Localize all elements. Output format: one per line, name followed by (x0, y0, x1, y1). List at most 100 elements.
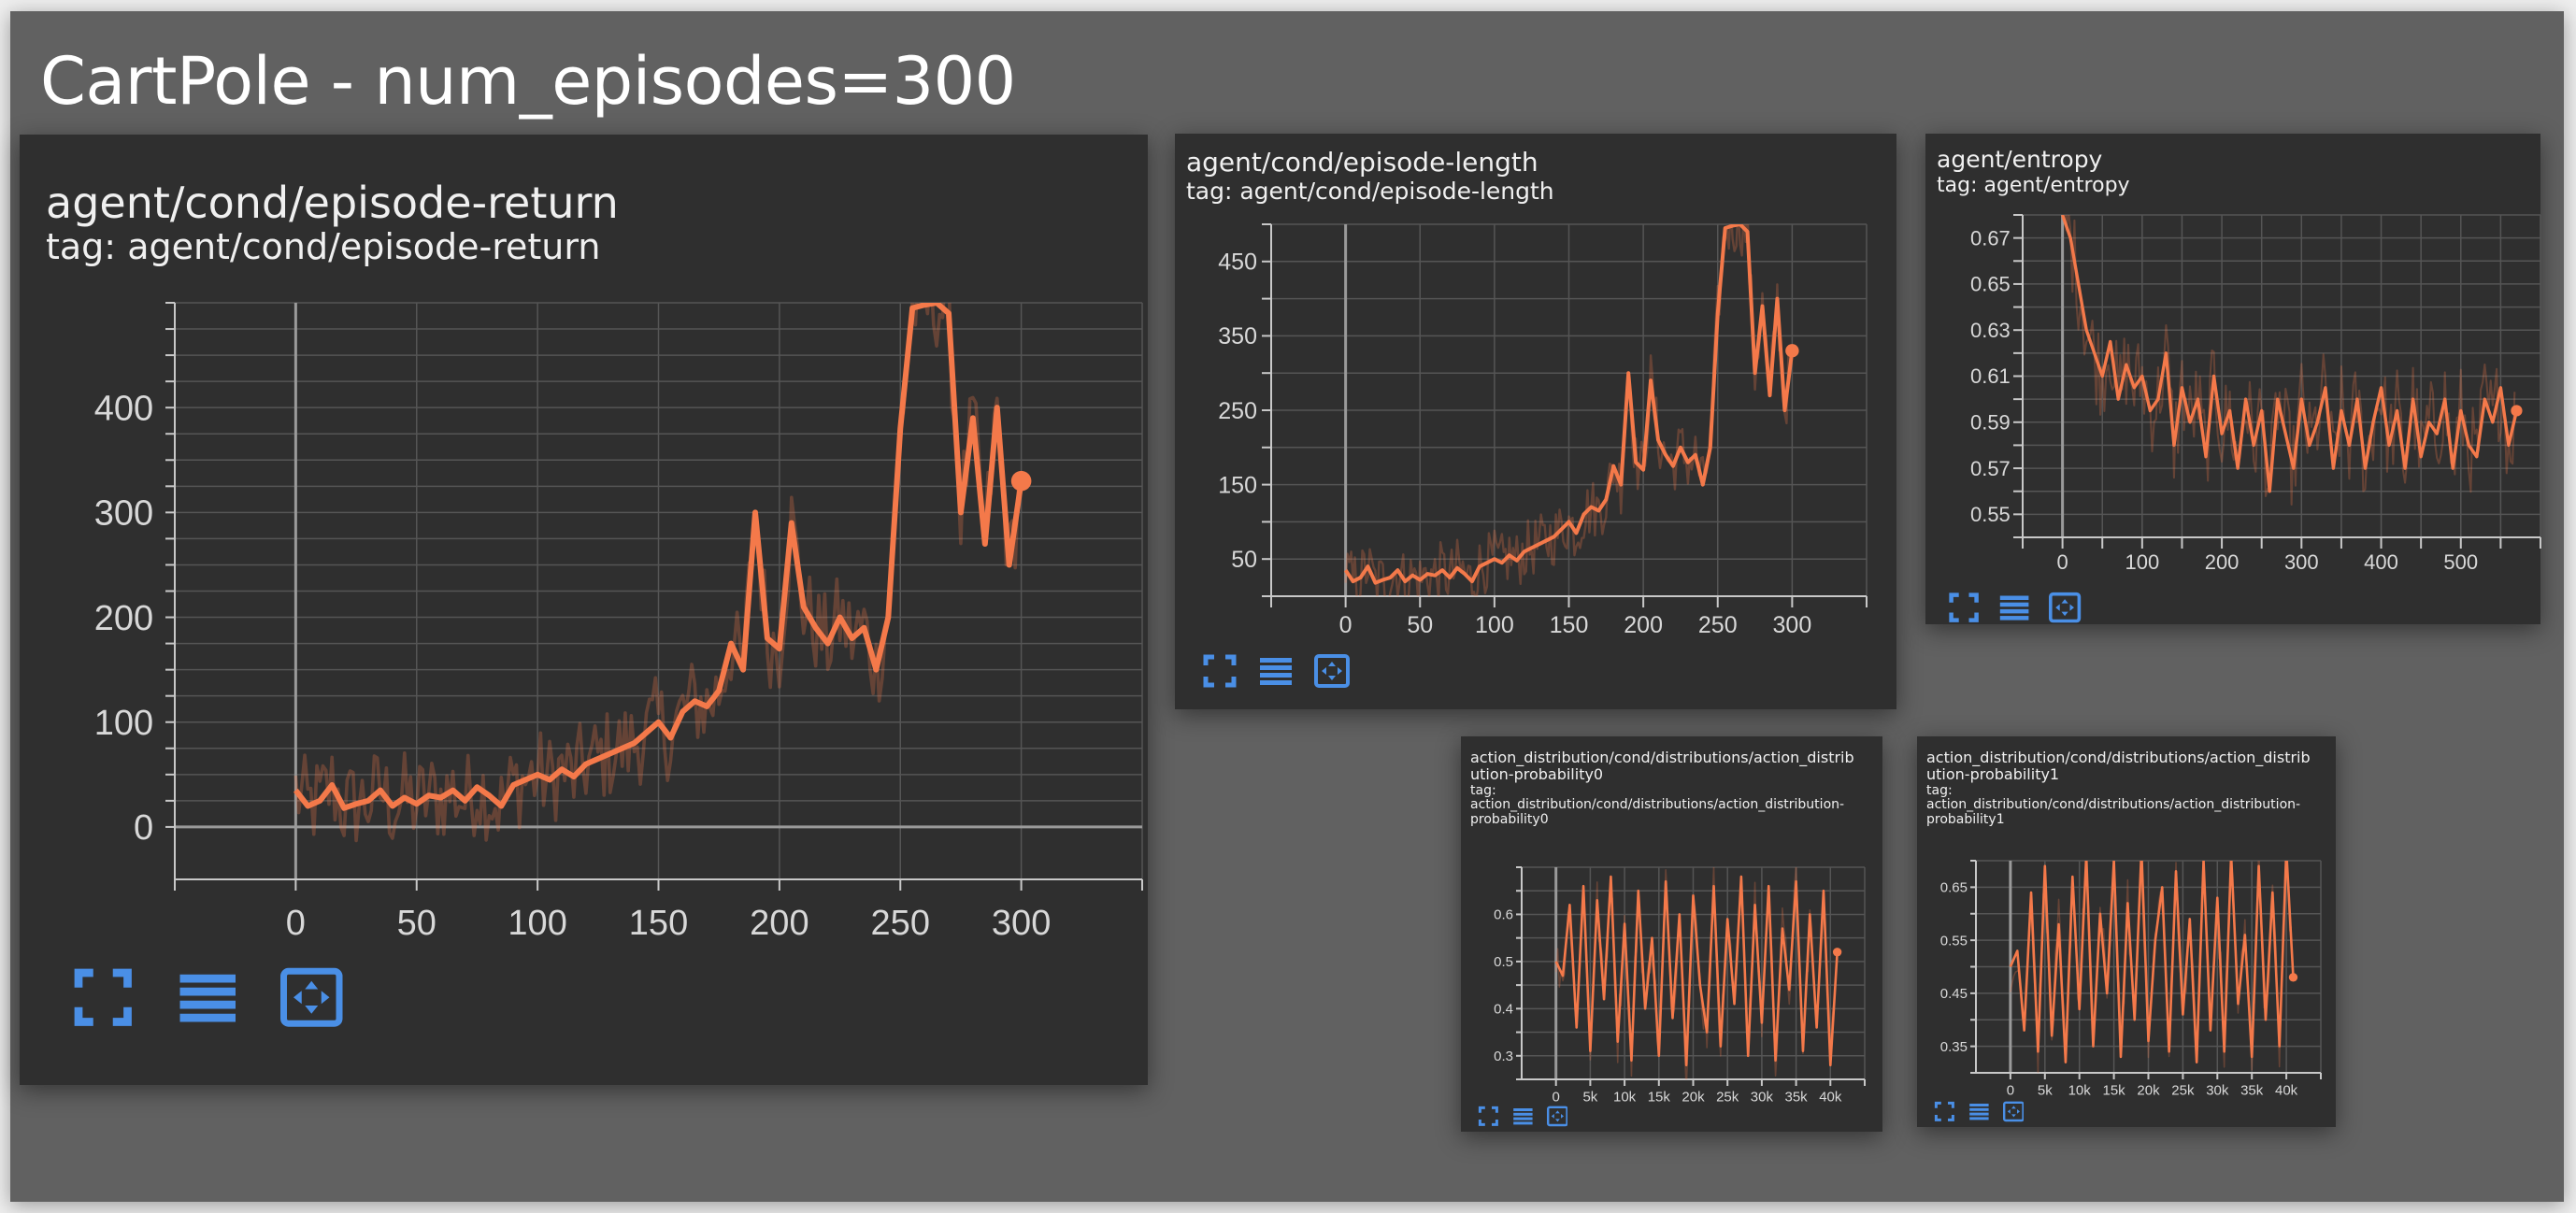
y-tick-label: 0.35 (1940, 1039, 1968, 1055)
chart-plot-episode-length[interactable]: 50 150 250 350 450 0 50 100 150 200 250 300 (1175, 134, 1896, 709)
y-tick-label: 0.63 (1970, 319, 2011, 342)
x-tick-label: 200 (2205, 550, 2240, 574)
y-tick-label: 0.6 (1494, 907, 1513, 923)
chart-tag: tag: action_distribution/cond/distributi… (1470, 782, 1845, 827)
chart-card-action-probability0: action_distribution/cond/distributions/a… (1461, 736, 1882, 1132)
chart-plot-episode-return[interactable]: 0 100 200 300 400 0 50 100 150 200 250 300 (20, 135, 1148, 1085)
y-tick-label: 0.65 (1940, 880, 1968, 896)
fullscreen-icon[interactable] (1948, 592, 1980, 623)
chart-title: agent/cond/episode-return (46, 178, 619, 228)
chart-toolbar (1478, 1106, 1568, 1127)
y-tick-label: 150 (1218, 472, 1257, 498)
y-tick-label: 100 (94, 704, 153, 743)
y-tick-label: 0.67 (1970, 226, 2011, 250)
x-tick-label: 20k (2137, 1082, 2160, 1098)
x-tick-label: 100 (2125, 550, 2159, 574)
x-tick-label: 10k (2068, 1082, 2092, 1098)
y-tick-label: 0.55 (1940, 933, 1968, 949)
raw-series-line (1554, 867, 1837, 1079)
x-tick-label: 5k (1582, 1089, 1597, 1105)
data-table-icon[interactable] (1258, 653, 1294, 689)
y-tick-label: 0.3 (1494, 1049, 1513, 1064)
x-tick-label: 35k (1785, 1089, 1809, 1105)
x-tick-label: 250 (871, 904, 930, 943)
fit-domain-icon[interactable] (2002, 1101, 2025, 1122)
y-tick-label: 0.4 (1494, 1002, 1513, 1018)
x-tick-label: 30k (1751, 1089, 1774, 1105)
fit-domain-icon[interactable] (280, 966, 343, 1029)
chart-tag: tag: action_distribution/cond/distributi… (1926, 782, 2301, 827)
fit-domain-icon[interactable] (1314, 653, 1350, 689)
y-tick-label: 400 (94, 389, 153, 428)
chart-tag: tag: agent/cond/episode-length (1186, 178, 1554, 205)
data-table-icon[interactable] (1968, 1101, 1990, 1122)
x-tick-label: 150 (1550, 612, 1589, 638)
y-tick-label: 0 (134, 808, 153, 848)
chart-plot-action-probability0[interactable]: 0.3 0.4 0.5 0.6 0 5k 10k 15k 20k 25k 30k 35k 40k (1461, 736, 1882, 1132)
y-tick-label: 0.65 (1970, 273, 2011, 296)
x-tick-label: 50 (1407, 612, 1433, 638)
y-tick-label: 0.59 (1970, 410, 2011, 434)
x-tick-label: 10k (1613, 1089, 1637, 1105)
x-tick-label: 100 (508, 904, 566, 943)
chart-toolbar (72, 966, 343, 1029)
x-tick-label: 300 (992, 904, 1051, 943)
x-tick-label: 40k (1819, 1089, 1842, 1105)
y-tick-label: 0.45 (1940, 986, 1968, 1002)
y-tick-label: 250 (1218, 398, 1257, 424)
chart-tag: tag: agent/cond/episode-return (46, 226, 601, 267)
x-tick-label: 200 (1624, 612, 1663, 638)
chart-card-episode-return: agent/cond/episode-return tag: agent/cond… (20, 135, 1148, 1085)
chart-plot-entropy[interactable]: 0.55 0.57 0.59 0.61 0.63 0.65 0.67 0 100 200 300 40… (1925, 134, 2541, 624)
x-tick-label: 25k (2171, 1082, 2195, 1098)
y-tick-label: 0.55 (1970, 503, 2011, 526)
y-tick-label: 450 (1218, 250, 1257, 276)
y-tick-label: 200 (94, 599, 153, 638)
x-tick-label: 5k (2038, 1082, 2053, 1098)
x-tick-label: 300 (2284, 550, 2319, 574)
x-tick-label: 0 (1339, 612, 1352, 638)
x-tick-label: 40k (2275, 1082, 2298, 1098)
raw-series-line (2010, 861, 2293, 1073)
x-tick-label: 100 (1475, 612, 1514, 638)
page-title: CartPole - num_episodes=300 (40, 43, 1016, 120)
chart-tag: tag: agent/entropy (1937, 174, 2130, 197)
fullscreen-icon[interactable] (72, 966, 135, 1029)
x-tick-label: 150 (629, 904, 688, 943)
fit-domain-icon[interactable] (2049, 592, 2082, 623)
chart-title: action_distribution/cond/distributions/a… (1470, 749, 1854, 784)
x-tick-label: 50 (397, 904, 436, 943)
x-tick-label: 0 (2007, 1082, 2014, 1098)
last-point-marker (2288, 973, 2298, 982)
smoothed-series-line (1554, 875, 1839, 1067)
smoothed-series-line (1343, 224, 1795, 585)
x-tick-label: 300 (1773, 612, 1812, 638)
fullscreen-icon[interactable] (1202, 653, 1238, 689)
last-point-marker (1832, 948, 1842, 957)
fullscreen-icon[interactable] (1478, 1106, 1499, 1127)
y-tick-label: 350 (1218, 323, 1257, 350)
x-tick-label: 250 (1698, 612, 1738, 638)
chart-title: agent/entropy (1937, 146, 2103, 173)
data-table-icon[interactable] (1512, 1106, 1534, 1127)
last-point-marker (2511, 405, 2523, 417)
x-tick-label: 200 (750, 904, 809, 943)
y-tick-label: 50 (1231, 547, 1257, 573)
fit-domain-icon[interactable] (1546, 1106, 1568, 1127)
x-tick-label: 30k (2206, 1082, 2229, 1098)
chart-plot-action-probability1[interactable]: 0.35 0.45 0.55 0.65 0 5k 10k 15k 20k 25k 30k 35k 40k (1917, 736, 2336, 1127)
chart-toolbar (1948, 592, 2082, 623)
data-table-icon[interactable] (177, 966, 239, 1029)
last-point-marker (1010, 470, 1032, 492)
smoothed-series-line (2061, 215, 2519, 493)
chart-card-action-probability1: action_distribution/cond/distributions/a… (1917, 736, 2336, 1127)
x-tick-label: 0 (1553, 1089, 1560, 1105)
x-tick-label: 400 (2364, 550, 2398, 574)
fullscreen-icon[interactable] (1934, 1101, 1955, 1122)
x-tick-label: 20k (1682, 1089, 1705, 1105)
last-point-marker (1785, 344, 1799, 358)
chart-toolbar (1202, 653, 1350, 689)
chart-title: agent/cond/episode-length (1186, 147, 1538, 178)
smoothed-series-line (2009, 861, 2295, 1063)
data-table-icon[interactable] (1998, 592, 2030, 623)
